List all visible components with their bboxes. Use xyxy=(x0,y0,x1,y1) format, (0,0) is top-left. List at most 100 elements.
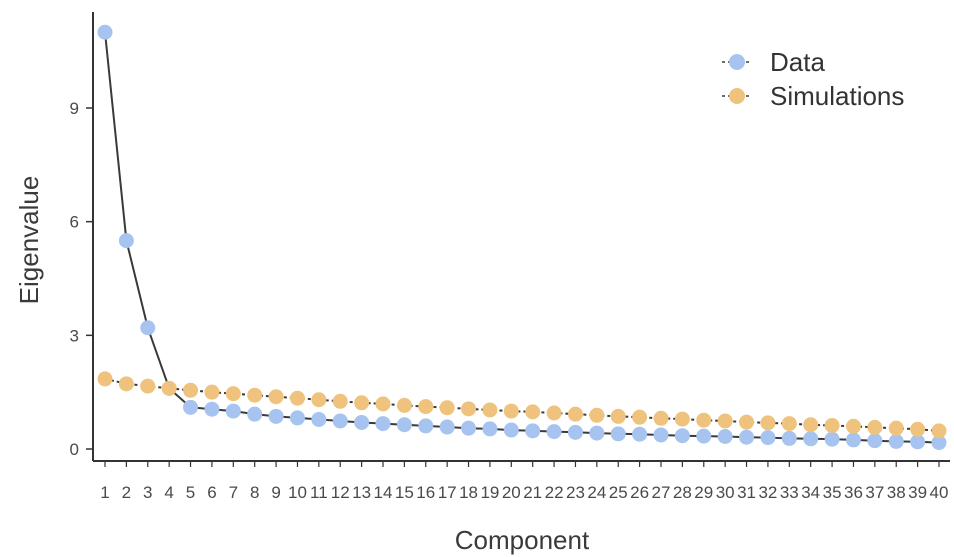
x-tick-label: 40 xyxy=(930,483,949,502)
data-point-data xyxy=(867,433,883,449)
data-point-data xyxy=(760,430,776,446)
data-point-data xyxy=(268,408,284,424)
x-tick-label: 26 xyxy=(630,483,649,502)
data-point-simulations xyxy=(247,387,263,403)
x-tick-label: 32 xyxy=(758,483,777,502)
data-point-data xyxy=(888,433,904,449)
data-point-simulations xyxy=(354,395,370,411)
data-point-data xyxy=(418,418,434,434)
x-tick-label: 5 xyxy=(186,483,195,502)
x-tick-label: 10 xyxy=(288,483,307,502)
data-point-simulations xyxy=(589,407,605,423)
data-point-simulations xyxy=(845,418,861,434)
data-point-data xyxy=(439,419,455,435)
data-point-simulations xyxy=(183,382,199,398)
data-point-simulations xyxy=(781,416,797,432)
x-tick-label: 24 xyxy=(587,483,606,502)
data-point-data xyxy=(824,431,840,447)
x-tick-label: 16 xyxy=(416,483,435,502)
data-point-simulations xyxy=(632,409,648,425)
data-point-simulations xyxy=(824,418,840,434)
data-point-simulations xyxy=(161,380,177,396)
x-tick-label: 11 xyxy=(310,483,328,502)
data-point-simulations xyxy=(289,390,305,406)
data-point-data xyxy=(739,429,755,445)
x-tick-label: 2 xyxy=(122,483,131,502)
data-point-simulations xyxy=(482,402,498,418)
data-point-data xyxy=(183,399,199,415)
x-tick-label: 8 xyxy=(250,483,259,502)
data-point-simulations xyxy=(803,417,819,433)
legend-data-label: Data xyxy=(770,47,825,77)
data-point-simulations xyxy=(610,408,626,424)
data-point-simulations xyxy=(567,406,583,422)
x-axis-title: Component xyxy=(455,525,590,555)
data-point-data xyxy=(311,411,327,427)
data-point-simulations xyxy=(97,371,113,387)
y-tick-label: 6 xyxy=(70,213,79,232)
data-point-simulations xyxy=(910,421,926,437)
x-tick-label: 34 xyxy=(801,483,820,502)
data-point-data xyxy=(375,416,391,432)
x-tick-label: 1 xyxy=(100,483,109,502)
x-tick-label: 30 xyxy=(716,483,735,502)
data-point-simulations xyxy=(867,419,883,435)
x-tick-label: 21 xyxy=(523,483,542,502)
data-point-data xyxy=(354,414,370,430)
data-point-simulations xyxy=(311,392,327,408)
x-tick-label: 9 xyxy=(271,483,280,502)
x-tick-label: 33 xyxy=(780,483,799,502)
x-tick-label: 12 xyxy=(331,483,350,502)
x-tick-label: 7 xyxy=(229,483,238,502)
data-point-data xyxy=(717,428,733,444)
x-tick-label: 31 xyxy=(737,483,756,502)
data-point-simulations xyxy=(546,405,562,421)
data-point-data xyxy=(931,435,947,451)
legend-simulations-marker xyxy=(729,88,745,104)
x-tick-label: 25 xyxy=(609,483,628,502)
data-point-data xyxy=(525,423,541,439)
x-tick-label: 36 xyxy=(844,483,863,502)
data-point-simulations xyxy=(461,401,477,417)
data-point-simulations xyxy=(332,393,348,409)
x-tick-label: 14 xyxy=(374,483,393,502)
legend-data-marker xyxy=(729,54,745,70)
data-point-data xyxy=(396,417,412,433)
x-tick-label: 37 xyxy=(865,483,884,502)
data-point-data xyxy=(696,428,712,444)
data-point-data xyxy=(332,413,348,429)
data-point-simulations xyxy=(140,378,156,394)
data-point-simulations xyxy=(760,415,776,431)
data-point-simulations xyxy=(204,384,220,400)
data-point-data xyxy=(118,233,134,249)
data-point-data xyxy=(653,427,669,443)
x-tick-label: 38 xyxy=(887,483,906,502)
series-line-data xyxy=(104,32,940,444)
data-point-data xyxy=(567,424,583,440)
x-tick-label: 17 xyxy=(438,483,457,502)
data-point-simulations xyxy=(268,389,284,405)
data-point-data xyxy=(803,431,819,447)
data-point-data xyxy=(97,24,113,40)
data-point-data xyxy=(461,420,477,436)
data-point-simulations xyxy=(396,397,412,413)
x-tick-label: 27 xyxy=(652,483,671,502)
data-point-data xyxy=(204,401,220,417)
data-point-data xyxy=(247,406,263,422)
data-point-simulations xyxy=(525,404,541,420)
data-point-simulations xyxy=(674,411,690,427)
y-tick-label: 9 xyxy=(70,99,79,118)
x-tick-label: 19 xyxy=(480,483,499,502)
series-line-simulations xyxy=(104,377,940,432)
data-point-simulations xyxy=(717,413,733,429)
data-point-data xyxy=(632,426,648,442)
y-tick-label: 3 xyxy=(70,326,79,345)
data-point-simulations xyxy=(418,399,434,415)
y-tick-label: 0 xyxy=(70,440,79,459)
data-point-data xyxy=(289,410,305,426)
x-tick-label: 18 xyxy=(459,483,478,502)
x-tick-label: 39 xyxy=(908,483,927,502)
legend-simulations-label: Simulations xyxy=(770,81,904,111)
